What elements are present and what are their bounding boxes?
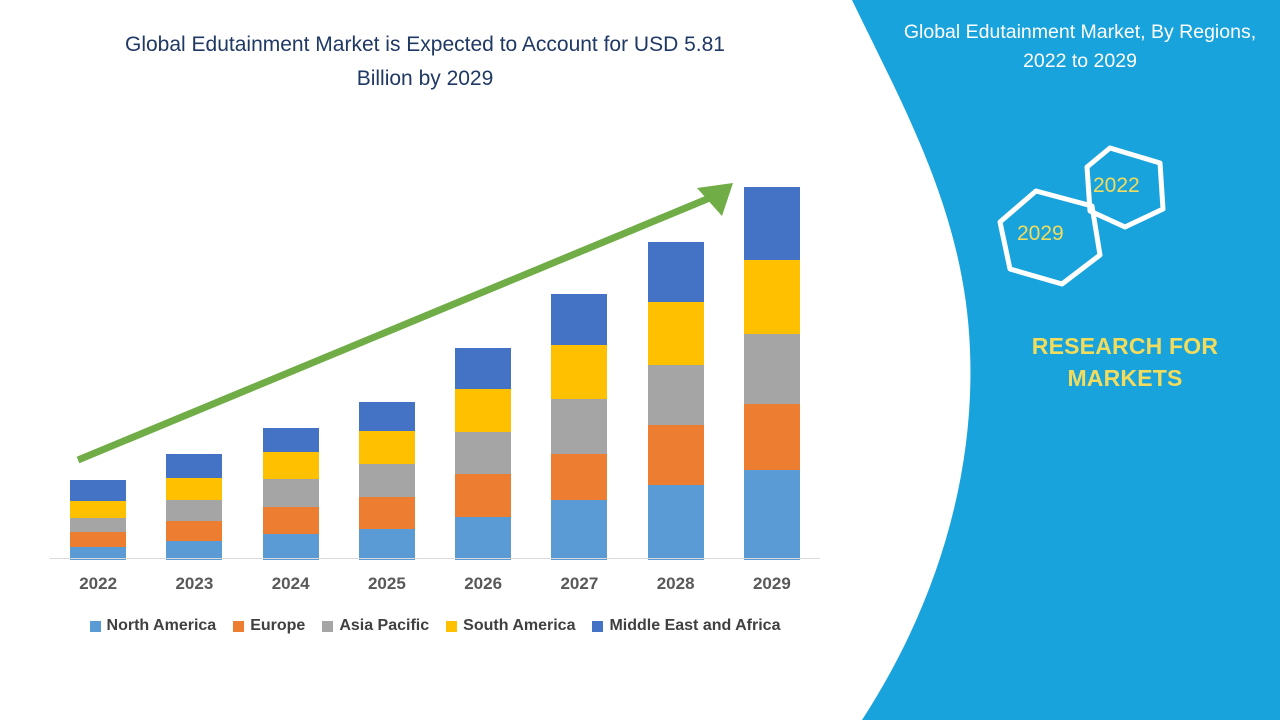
- legend-item-asia-pacific[interactable]: Asia Pacific: [322, 617, 429, 635]
- legend-item-south-america[interactable]: South America: [446, 617, 575, 635]
- bar-segment[interactable]: [262, 479, 319, 507]
- bar-segment[interactable]: [647, 485, 704, 560]
- hex-2022-label: 2022: [1093, 174, 1140, 197]
- bar-stack-2027[interactable]: [551, 294, 608, 560]
- legend-label: Middle East and Africa: [609, 617, 781, 634]
- legend-item-europe[interactable]: Europe: [233, 617, 305, 635]
- legend-item-middle-east-and-africa[interactable]: Middle East and Africa: [592, 617, 780, 635]
- bar-segment[interactable]: [455, 348, 512, 389]
- bar-segment[interactable]: [647, 425, 704, 485]
- chart-title: Global Edutainment Market is Expected to…: [125, 33, 725, 90]
- bar-segment[interactable]: [70, 532, 127, 547]
- hex-2029-label: 2029: [1017, 222, 1064, 245]
- bar-segment[interactable]: [551, 454, 608, 500]
- x-axis-label-2022: 2022: [79, 574, 118, 593]
- bar-segment[interactable]: [455, 432, 512, 474]
- bar-segment[interactable]: [70, 501, 127, 518]
- bar-segment[interactable]: [647, 365, 704, 425]
- bar-stack-2026[interactable]: [455, 348, 512, 560]
- x-axis-line: [50, 558, 820, 559]
- x-axis-label-2028: 2028: [656, 574, 695, 593]
- bar-segment[interactable]: [262, 428, 319, 452]
- bar-stack-2029[interactable]: [743, 187, 800, 560]
- x-axis-label-2027: 2027: [560, 574, 599, 593]
- bar-segment[interactable]: [743, 470, 800, 560]
- x-axis-label-2023: 2023: [175, 574, 214, 593]
- legend-label: South America: [463, 617, 576, 634]
- bar-segment[interactable]: [743, 404, 800, 470]
- bar-segment[interactable]: [262, 452, 319, 479]
- legend-swatch-icon: [322, 620, 334, 632]
- bar-segment[interactable]: [166, 500, 223, 521]
- bar-segment[interactable]: [70, 480, 127, 501]
- brand-line-2: MARKETS: [1067, 365, 1183, 391]
- bar-segment[interactable]: [647, 302, 704, 365]
- bar-segment[interactable]: [551, 345, 608, 399]
- chart-plot-area: [50, 150, 820, 560]
- bar-segment[interactable]: [743, 260, 800, 334]
- bar-stack-2028[interactable]: [647, 242, 704, 560]
- bar-segment[interactable]: [262, 507, 319, 534]
- bar-segment[interactable]: [70, 547, 127, 560]
- bar-stack-2025[interactable]: [358, 402, 415, 560]
- bar-stack-2024[interactable]: [262, 428, 319, 560]
- bar-segment[interactable]: [455, 474, 512, 517]
- bar-segment[interactable]: [262, 534, 319, 560]
- legend-label: North America: [106, 617, 217, 634]
- bar-segment[interactable]: [358, 497, 415, 529]
- bar-segment[interactable]: [455, 517, 512, 560]
- legend-swatch-icon: [592, 620, 604, 632]
- bar-segment[interactable]: [166, 521, 223, 541]
- bar-segment[interactable]: [647, 242, 704, 302]
- legend-swatch-icon: [89, 620, 101, 632]
- chart-legend: North America Europe Asia Pacific South Ame…: [50, 617, 820, 635]
- x-axis-label-2024: 2024: [271, 574, 310, 593]
- x-axis-label-2029: 2029: [752, 574, 791, 593]
- brand-line-1: RESEARCH FOR: [1031, 333, 1219, 359]
- legend-item-north-america[interactable]: North America: [89, 617, 217, 635]
- bar-segment[interactable]: [358, 529, 415, 560]
- legend-swatch-icon: [446, 620, 458, 632]
- bar-segment[interactable]: [358, 431, 415, 464]
- x-axis-label-2025: 2025: [367, 574, 406, 593]
- bar-stack-2022[interactable]: [70, 480, 127, 560]
- x-axis-label-2026: 2026: [464, 574, 503, 593]
- bar-segment[interactable]: [551, 399, 608, 454]
- bar-segment[interactable]: [551, 500, 608, 560]
- bar-segment[interactable]: [166, 541, 223, 560]
- legend-swatch-icon: [233, 620, 245, 632]
- brand-wordmark: RESEARCH FOR MARKETS: [980, 330, 1270, 394]
- legend-label: Asia Pacific: [339, 617, 430, 634]
- bar-segment[interactable]: [551, 294, 608, 345]
- bar-segment[interactable]: [743, 187, 800, 260]
- bar-stack-2023[interactable]: [166, 454, 223, 560]
- bar-segment[interactable]: [70, 518, 127, 532]
- bar-segment[interactable]: [166, 478, 223, 500]
- panel-title: Global Edutainment Market, By Regions, 2…: [903, 21, 1257, 72]
- legend-label: Europe: [250, 617, 306, 634]
- bar-segment[interactable]: [743, 334, 800, 404]
- bar-segment[interactable]: [455, 389, 512, 432]
- bar-segment[interactable]: [358, 464, 415, 497]
- bar-segment[interactable]: [166, 454, 223, 478]
- bar-segment[interactable]: [358, 402, 415, 431]
